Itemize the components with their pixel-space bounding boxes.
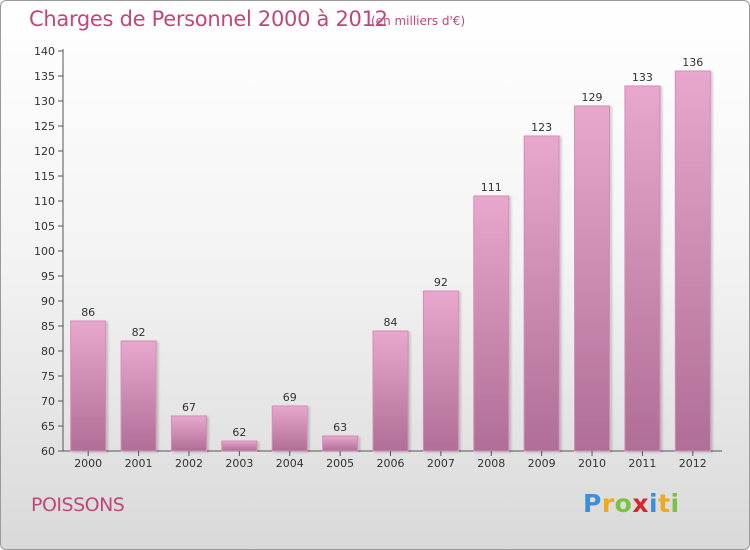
bar-2005 (322, 435, 359, 452)
x-tick-label: 2008 (477, 457, 505, 470)
x-tick-label: 2005 (326, 457, 354, 470)
x-tick-label: 2010 (578, 457, 606, 470)
x-tick-label: 2004 (276, 457, 304, 470)
data-label: 111 (481, 181, 502, 194)
logo-letter: i (649, 489, 659, 518)
data-label: 136 (682, 56, 703, 69)
y-tick-label: 140 (34, 45, 55, 58)
bar-2011 (624, 85, 661, 452)
proxiti-logo: Proxiti (583, 489, 680, 518)
bar-2001 (120, 340, 157, 452)
y-tick-label: 115 (34, 170, 55, 183)
data-label: 86 (81, 306, 95, 319)
logo-letter: o (614, 489, 633, 518)
y-tick-label: 110 (34, 195, 55, 208)
x-tick-label: 2006 (377, 457, 405, 470)
x-tick-label: 2002 (175, 457, 203, 470)
data-label: 67 (182, 401, 196, 414)
bar-2006 (372, 330, 409, 452)
logo-letter: r (601, 489, 615, 518)
y-tick-label: 95 (41, 270, 55, 283)
y-tick-label: 85 (41, 320, 55, 333)
bar-2012 (674, 70, 711, 452)
y-tick-label: 100 (34, 245, 55, 258)
logo-letter: P (583, 489, 602, 518)
commune-name: POISSONS (31, 494, 125, 516)
chart-title: Charges de Personnel 2000 à 2012 (29, 7, 388, 31)
y-tick-label: 120 (34, 145, 55, 158)
x-tick-label: 2011 (628, 457, 656, 470)
x-tick-label: 2009 (528, 457, 556, 470)
bar-2010 (574, 105, 611, 452)
y-tick-label: 75 (41, 370, 55, 383)
data-label: 84 (384, 316, 398, 329)
bar-2008 (473, 195, 510, 452)
data-label: 82 (132, 326, 146, 339)
x-tick-label: 2007 (427, 457, 455, 470)
y-tick-label: 80 (41, 345, 55, 358)
x-tick-label: 2000 (74, 457, 102, 470)
y-tick-label: 130 (34, 95, 55, 108)
y-tick-label: 60 (41, 445, 55, 458)
data-label: 123 (531, 121, 552, 134)
bar-2000 (70, 320, 107, 452)
bar-2004 (271, 405, 308, 452)
y-tick-label: 135 (34, 70, 55, 83)
data-label: 92 (434, 276, 448, 289)
y-tick-label: 125 (34, 120, 55, 133)
y-tick-label: 90 (41, 295, 55, 308)
y-tick-label: 105 (34, 220, 55, 233)
bar-2003 (221, 440, 258, 452)
x-tick-label: 2003 (225, 457, 253, 470)
chart-subtitle: (en milliers d'€) (371, 14, 466, 28)
y-tick-label: 65 (41, 420, 55, 433)
logo-letter: x (632, 489, 649, 518)
bar-2009 (523, 135, 560, 452)
x-tick-label: 2012 (679, 457, 707, 470)
data-label: 69 (283, 391, 297, 404)
data-label: 62 (232, 426, 246, 439)
logo-letter: t (658, 489, 671, 518)
data-label: 63 (333, 421, 347, 434)
x-tick-label: 2001 (125, 457, 153, 470)
y-tick-label: 70 (41, 395, 55, 408)
data-label: 129 (582, 91, 603, 104)
bar-2007 (422, 290, 459, 452)
bar-2002 (170, 415, 207, 452)
data-label: 133 (632, 71, 653, 84)
logo-letter: i (670, 489, 680, 518)
